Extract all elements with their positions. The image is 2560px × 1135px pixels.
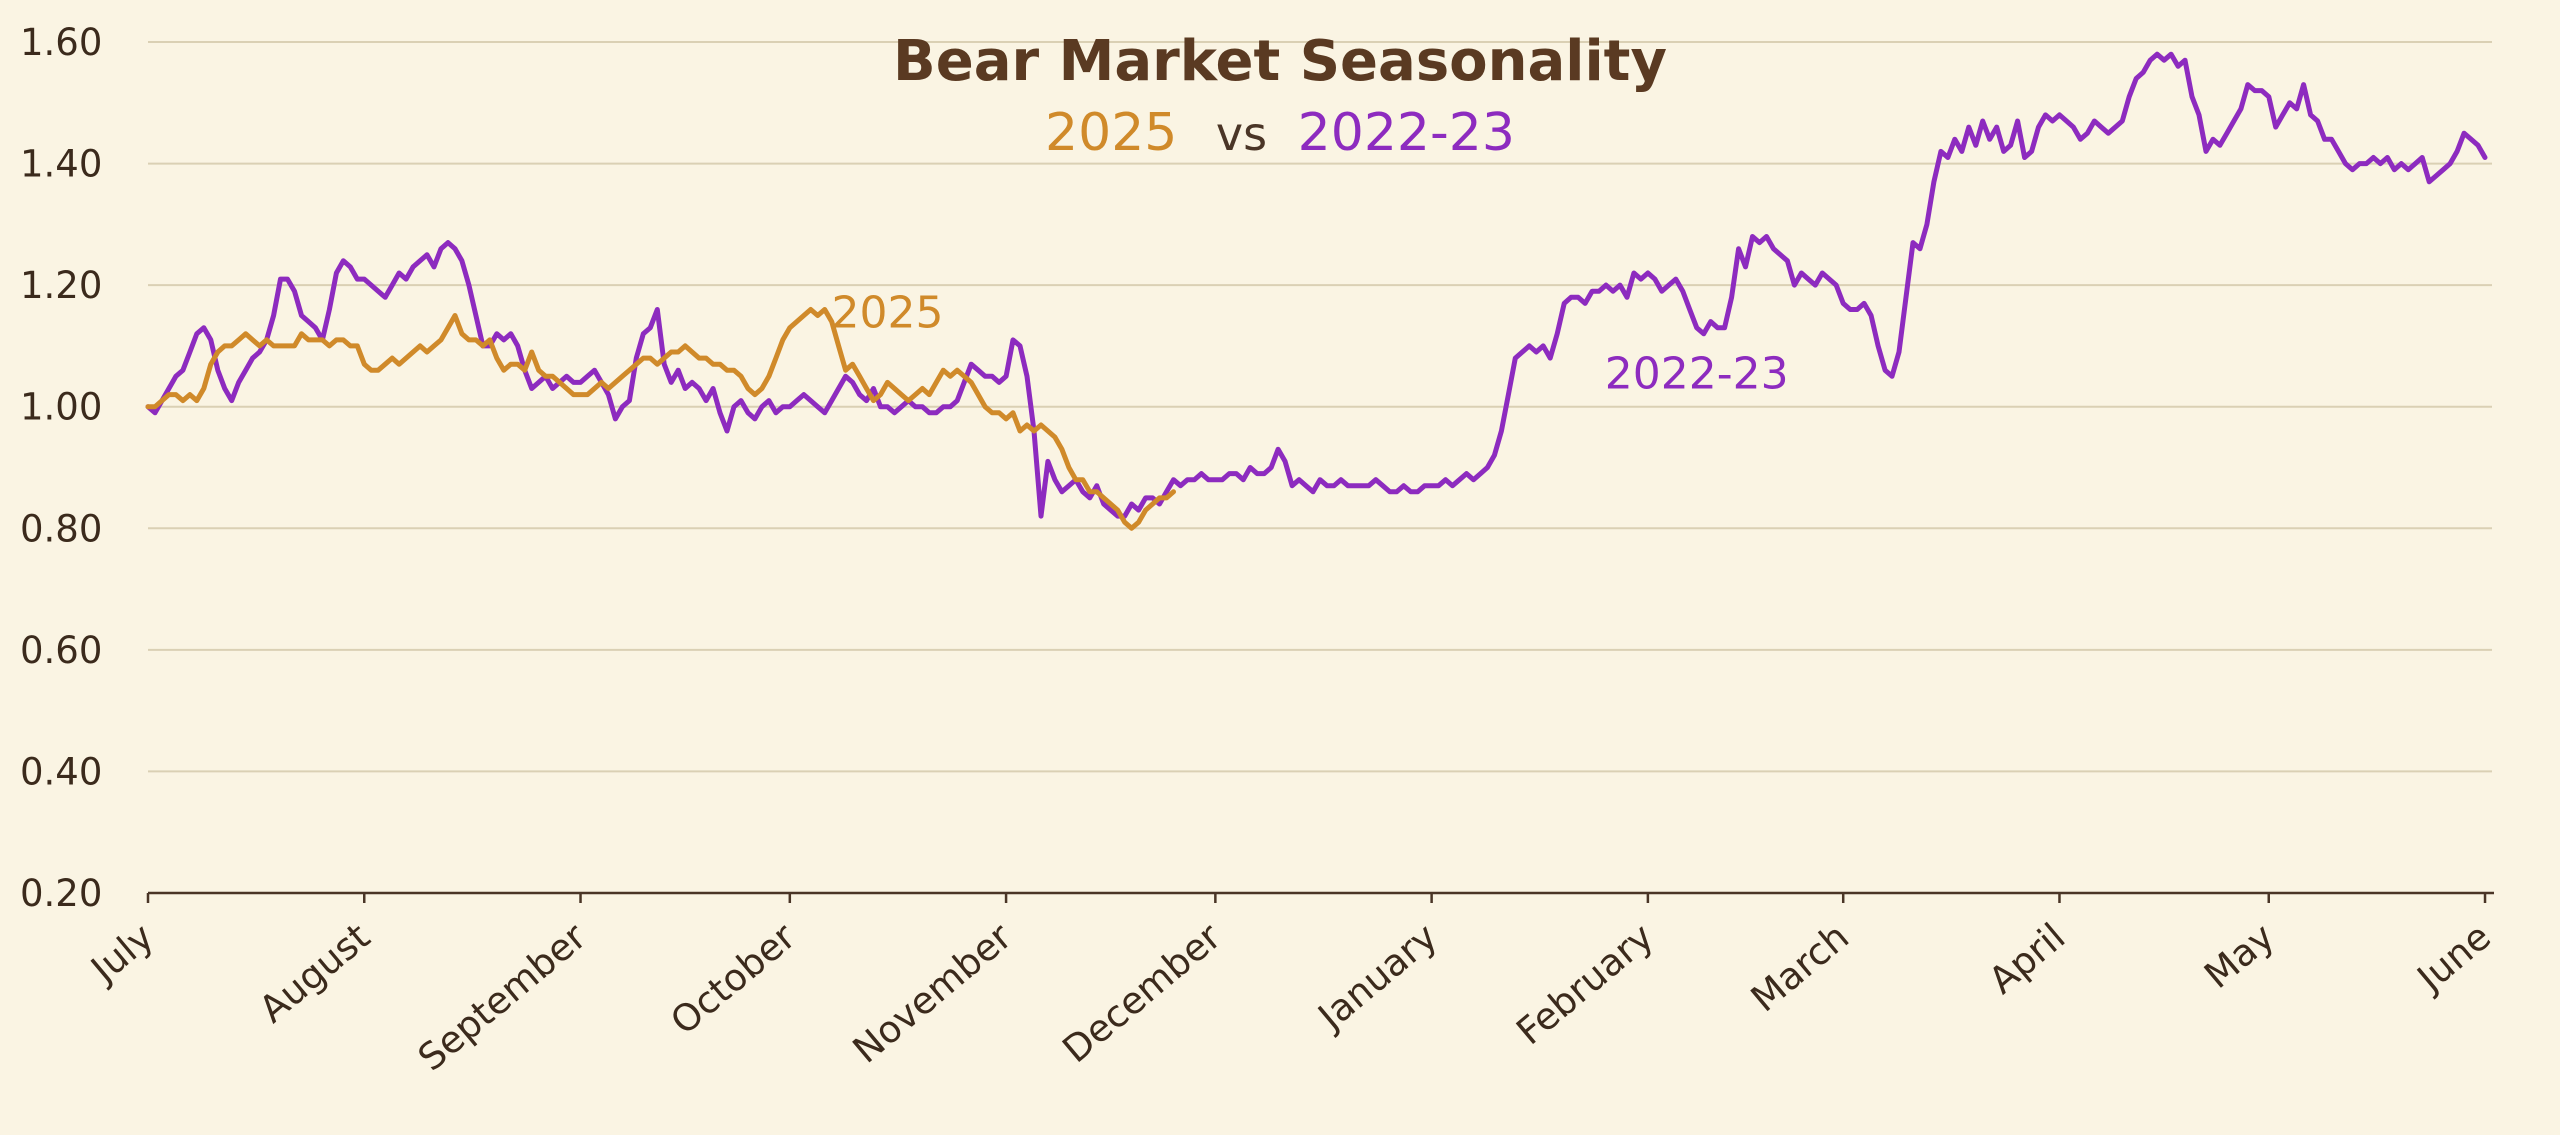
chart-subtitle: 2025 vs 2022-23 [1045,103,1515,163]
y-axis-tick-labels: 0.20 0.40 0.60 0.80 1.00 1.20 1.40 1.60 [20,21,102,915]
gridlines [148,41,2492,773]
y-tick-label: 0.80 [20,507,102,550]
series-label-2022-23: 2022-23 [1605,348,1789,399]
y-tick-label: 1.20 [20,264,102,307]
y-tick-label: 0.60 [20,629,102,672]
series-line-2025 [145,307,1176,531]
subtitle-2025: 2025 [1045,103,1177,163]
subtitle-vs: vs [1216,107,1267,161]
y-tick-label: 1.60 [20,21,102,64]
chart-title: Bear Market Seasonality [893,29,1667,94]
subtitle-2022-23: 2022-23 [1298,103,1515,163]
y-tick-label: 0.40 [20,750,102,793]
y-tick-label: 0.20 [20,872,102,915]
series-line-2022-23 [145,51,2488,519]
series-lines [145,51,2488,531]
series-annotations: 2025 2022-23 [831,288,1788,400]
y-tick-label: 1.40 [20,143,102,186]
series-label-2025: 2025 [831,288,943,339]
y-tick-label: 1.00 [20,386,102,429]
